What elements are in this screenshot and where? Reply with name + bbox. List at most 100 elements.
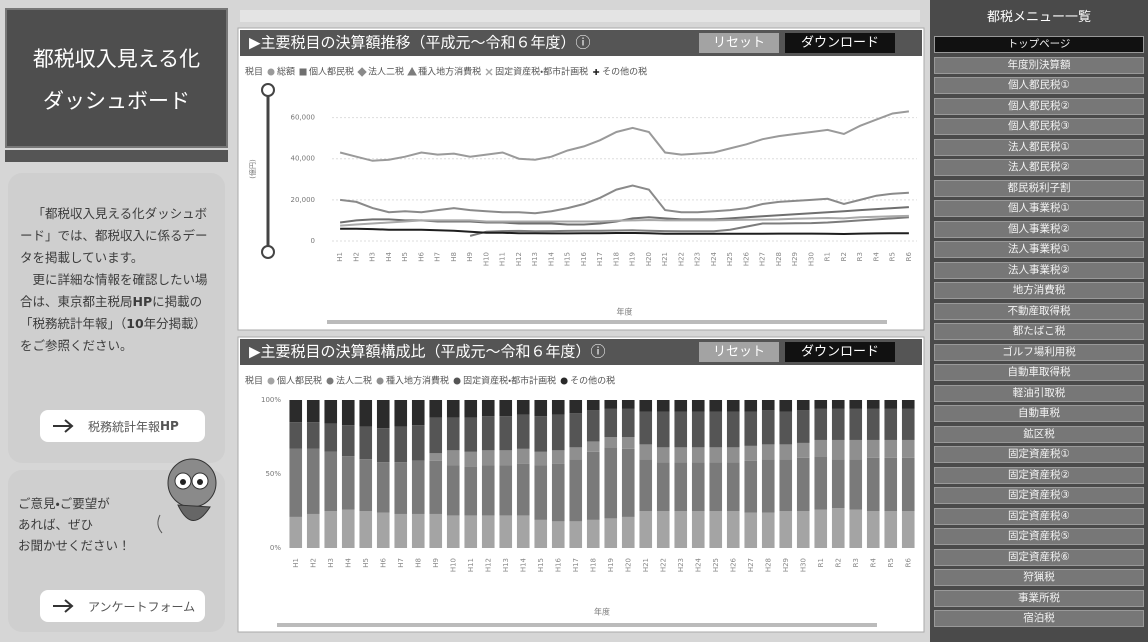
bar-segment — [744, 400, 758, 412]
menu-item[interactable]: 不動産取得税 — [934, 302, 1144, 320]
x-tick-label: H18 — [612, 252, 620, 266]
menu-item[interactable]: 固定資産税④ — [934, 507, 1144, 525]
legend-label: 固定資産税・都市計画税 — [463, 375, 556, 387]
menu-item[interactable]: 法人事業税① — [934, 241, 1144, 258]
menu-item[interactable]: 軽油引取税 — [934, 384, 1144, 402]
menu-item[interactable]: 個人都民税② — [934, 97, 1144, 115]
text: あれば、ぜひ — [18, 517, 94, 532]
bar-segment — [779, 511, 793, 548]
menu-item[interactable]: 事業所税 — [934, 589, 1144, 607]
x-tick-label: H28 — [775, 252, 783, 266]
bar-segment — [831, 439, 845, 460]
link-button[interactable]: 税務統計年報 HP — [40, 410, 205, 442]
bar-segment — [674, 511, 688, 548]
label: HP — [160, 419, 179, 433]
menu-item[interactable]: 個人都民税③ — [934, 118, 1144, 135]
menu-item[interactable]: 鉱区税 — [934, 425, 1144, 443]
menu-item[interactable]: 自動車税 — [934, 405, 1144, 422]
button[interactable] — [699, 33, 779, 53]
bar-segment — [359, 511, 373, 548]
menu-item[interactable]: 自動車取得税 — [934, 364, 1144, 381]
panel-title: ▶主要税目の決算額構成比（平成元～令和６年度）ⓘ — [249, 343, 606, 361]
bar-segment — [761, 444, 775, 460]
bar-segment — [831, 459, 845, 509]
menu-item[interactable]: 法人都民税② — [934, 159, 1144, 176]
scrollbar[interactable] — [277, 623, 877, 627]
bar-segment — [324, 451, 338, 511]
bar-segment — [429, 460, 443, 514]
bar-segment — [674, 411, 688, 448]
bar-segment — [516, 400, 530, 415]
panel-title: ▶主要税目の決算額推移（平成元～令和６年度）ⓘ — [249, 34, 591, 52]
menu-item[interactable]: 固定資産税③ — [934, 487, 1144, 504]
bar-segment — [516, 448, 530, 464]
x-tick-label: H21 — [661, 252, 669, 266]
bar-segment — [779, 459, 793, 511]
x-tick-label: H13 — [531, 252, 539, 266]
menu-item[interactable]: 狩猟税 — [934, 569, 1144, 586]
menu-item[interactable]: 都民税利子割 — [934, 179, 1144, 197]
menu-item[interactable]: ゴルフ場利用税 — [934, 343, 1144, 361]
legend-marker — [299, 68, 307, 76]
y-tick-label: 60,000 — [291, 114, 316, 122]
bar-segment — [796, 410, 810, 443]
bar-segment — [604, 447, 618, 519]
menu-item[interactable]: トップページ — [934, 36, 1144, 53]
menu-item[interactable]: 固定資産税⑥ — [934, 548, 1144, 566]
button[interactable] — [699, 342, 779, 362]
bar-segment — [324, 423, 338, 452]
menu-item[interactable]: 都たばこ税 — [934, 323, 1144, 340]
bar-segment — [796, 457, 810, 511]
button-label[interactable]: ダウンロード — [801, 345, 879, 360]
bar-segment — [726, 462, 740, 511]
menu-item[interactable]: 固定資産税① — [934, 446, 1144, 463]
menu-item[interactable]: 個人事業税① — [934, 200, 1144, 217]
menu-item[interactable]: 固定資産税② — [934, 466, 1144, 484]
x-tick-label: H14 — [519, 557, 527, 572]
bar-segment — [499, 400, 513, 417]
bar-segment — [866, 457, 880, 511]
button[interactable] — [785, 33, 895, 53]
menu-item[interactable]: 個人事業税② — [934, 220, 1144, 238]
bar-segment — [604, 437, 618, 448]
bar-segment — [814, 509, 828, 548]
menu-item[interactable]: 法人都民税① — [934, 138, 1144, 156]
button[interactable] — [785, 342, 895, 362]
bar-segment — [621, 408, 635, 437]
survey-button[interactable]: アンケートフォーム — [40, 590, 205, 622]
bar-segment — [709, 462, 723, 511]
slider-handle[interactable] — [261, 245, 275, 259]
bar-segment — [761, 400, 775, 411]
bar-segment — [901, 511, 915, 548]
bar-segment — [394, 513, 408, 548]
bar-segment — [411, 513, 425, 548]
bar-segment — [569, 459, 583, 522]
menu-item[interactable]: 年度別決算額 — [934, 56, 1144, 74]
bar-segment — [639, 411, 653, 445]
slider-handle[interactable] — [261, 83, 275, 97]
title-box: 都税収入見える化 ダッシュボード — [5, 8, 228, 148]
button-label[interactable]: リセット — [713, 345, 765, 360]
scrollbar[interactable] — [327, 320, 887, 324]
bar-segment — [516, 414, 530, 449]
x-tick-label: H10 — [449, 558, 457, 572]
y-tick-label: 20,000 — [291, 196, 316, 204]
bar-segment — [429, 400, 443, 418]
x-tick-label: H4 — [344, 557, 352, 567]
y-tick-label: 50% — [265, 470, 281, 478]
menu-item[interactable]: 地方消費税 — [934, 282, 1144, 299]
button-label[interactable]: リセット — [713, 36, 765, 51]
menu-item[interactable]: 法人事業税② — [934, 261, 1144, 279]
title-line: 都税収入見える化 — [32, 47, 201, 71]
menu-item[interactable]: 個人都民税① — [934, 77, 1144, 94]
bar-segment — [884, 511, 898, 548]
menu-item[interactable]: 宿泊税 — [934, 610, 1144, 627]
bar-segment — [866, 408, 880, 440]
button-label[interactable]: ダウンロード — [801, 36, 879, 51]
y-tick-label: 0% — [270, 544, 281, 552]
x-tick-label: H15 — [564, 252, 572, 266]
bar-segment — [429, 513, 443, 548]
x-tick-label: R6 — [905, 251, 913, 261]
menu-item[interactable]: 固定資産税⑤ — [934, 528, 1144, 545]
